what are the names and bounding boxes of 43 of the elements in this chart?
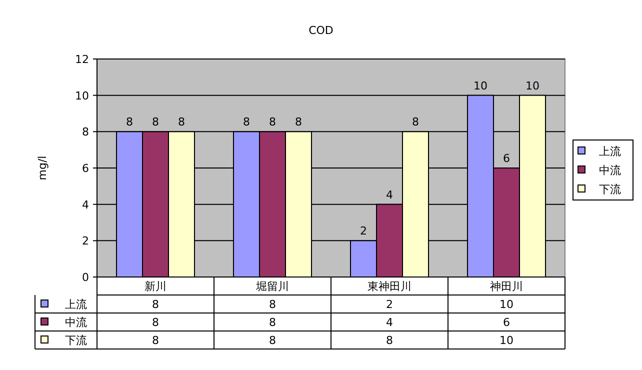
x-tick-label: 堀留川: [255, 280, 289, 293]
text: 上流: [599, 145, 621, 158]
annotation: 10: [526, 79, 540, 92]
data-label: 10: [500, 334, 514, 347]
data-label: 6: [503, 316, 510, 329]
annotation: 8: [126, 116, 133, 129]
y-tick-label: 8: [82, 126, 89, 139]
annotation: 8: [243, 116, 250, 129]
data-label: 8: [152, 334, 159, 347]
legend-label: 中流: [65, 316, 87, 329]
y-tick-label: 10: [75, 89, 89, 102]
y-tick-label: 4: [82, 198, 89, 212]
data-label: 8: [269, 334, 276, 347]
x-tick-label: 東神田川: [368, 280, 412, 293]
y-tick-label: 12: [75, 53, 89, 66]
data-label: 8: [386, 334, 393, 347]
data-label: 8: [269, 298, 276, 311]
data-label: 8: [152, 316, 159, 329]
text: 下流: [65, 334, 87, 347]
annotation: 8: [269, 116, 276, 129]
annotation: 4: [386, 188, 393, 202]
y-tick-label: 2: [82, 234, 89, 248]
annotation: 8: [412, 116, 419, 129]
data-label: 8: [152, 298, 159, 311]
data-label: 2: [386, 298, 393, 311]
y-tick-label: 6: [82, 162, 89, 175]
annotation: 10: [474, 79, 488, 92]
annotation: 2: [360, 224, 367, 238]
legend-label: 上流: [65, 298, 87, 311]
annotation: 8: [178, 116, 185, 129]
y-tick-label: 0: [82, 271, 89, 284]
y-axis-title: mg/l: [36, 156, 49, 180]
annotation: 8: [152, 116, 159, 129]
text: 中流: [599, 164, 621, 177]
annotation: 8: [295, 116, 302, 129]
chart-title: COD: [308, 24, 334, 37]
x-tick-label: 神田川: [490, 280, 523, 293]
data-label: 10: [500, 298, 514, 311]
data-label: 4: [386, 316, 393, 329]
x-tick-label: 新川: [144, 280, 166, 293]
data-label: 8: [269, 316, 276, 329]
annotation: 6: [503, 152, 510, 165]
legend-label: 下流: [599, 183, 621, 196]
